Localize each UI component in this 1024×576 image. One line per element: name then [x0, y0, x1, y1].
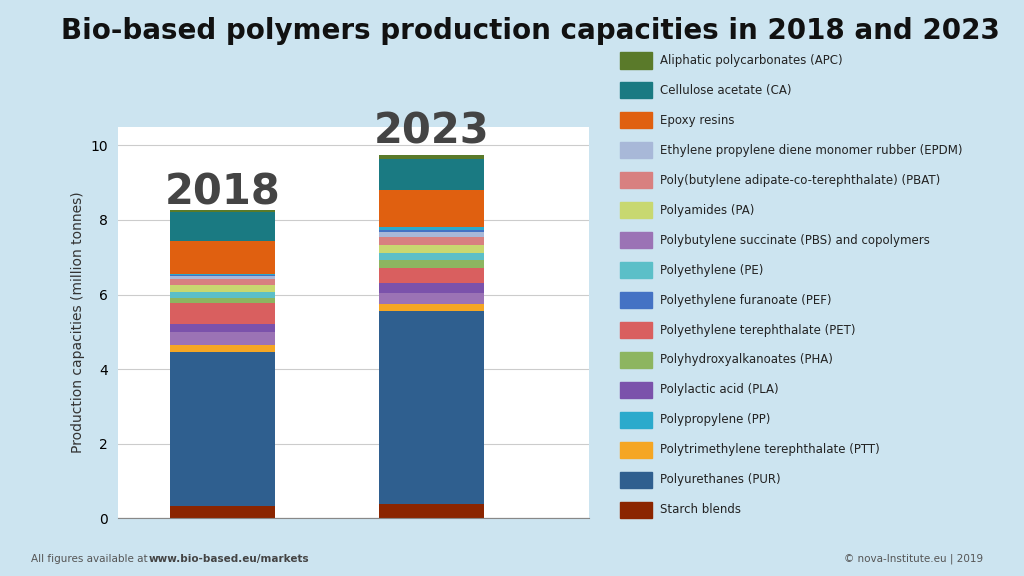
Bar [380, 190, 484, 227]
Bar [170, 291, 274, 298]
Bar [380, 504, 484, 518]
Text: www.bio-based.eu/markets: www.bio-based.eu/markets [148, 555, 309, 564]
Text: Polyethylene (PE): Polyethylene (PE) [660, 264, 764, 276]
Text: Starch blends: Starch blends [660, 503, 741, 516]
Bar [170, 303, 274, 324]
Bar [170, 345, 274, 352]
Bar [380, 268, 484, 283]
Text: Polylactic acid (PLA): Polylactic acid (PLA) [660, 384, 779, 396]
Bar [380, 237, 484, 245]
Y-axis label: Production capacities (million tonnes): Production capacities (million tonnes) [71, 192, 85, 453]
Bar [380, 293, 484, 304]
Bar [380, 304, 484, 311]
Bar [380, 245, 484, 253]
Text: All figures available at: All figures available at [31, 555, 151, 564]
Bar [170, 279, 274, 285]
Text: Polyamides (PA): Polyamides (PA) [660, 204, 755, 217]
Text: Polybutylene succinate (PBS) and copolymers: Polybutylene succinate (PBS) and copolym… [660, 234, 931, 247]
Bar [170, 506, 274, 518]
Text: Polyethylene terephthalate (PET): Polyethylene terephthalate (PET) [660, 324, 856, 336]
Text: Polyhydroxyalkanoates (PHA): Polyhydroxyalkanoates (PHA) [660, 354, 834, 366]
Text: Polyethylene furanoate (PEF): Polyethylene furanoate (PEF) [660, 294, 831, 306]
Text: Cellulose acetate (CA): Cellulose acetate (CA) [660, 84, 792, 97]
Text: Ethylene propylene diene monomer rubber (EPDM): Ethylene propylene diene monomer rubber … [660, 144, 963, 157]
Text: 2023: 2023 [374, 110, 489, 152]
Bar [170, 352, 274, 506]
Bar [380, 230, 484, 232]
Bar [380, 260, 484, 268]
Bar [170, 274, 274, 275]
Bar [170, 324, 274, 332]
Bar [380, 283, 484, 293]
Text: Poly(butylene adipate-co-terephthalate) (PBAT): Poly(butylene adipate-co-terephthalate) … [660, 174, 941, 187]
Text: Polyurethanes (PUR): Polyurethanes (PUR) [660, 473, 781, 486]
Bar [170, 285, 274, 291]
Text: Polypropylene (PP): Polypropylene (PP) [660, 414, 771, 426]
Bar [380, 155, 484, 159]
Bar [380, 227, 484, 230]
Bar [380, 253, 484, 260]
Text: Polytrimethylene terephthalate (PTT): Polytrimethylene terephthalate (PTT) [660, 444, 881, 456]
Bar [170, 332, 274, 345]
Text: 2018: 2018 [165, 172, 281, 214]
Bar [170, 210, 274, 212]
Bar [380, 311, 484, 504]
Bar [380, 159, 484, 190]
Text: © nova-Institute.eu | 2019: © nova-Institute.eu | 2019 [844, 554, 983, 564]
Bar [170, 275, 274, 279]
Text: Bio-based polymers production capacities in 2018 and 2023: Bio-based polymers production capacities… [61, 17, 1000, 46]
Text: Aliphatic polycarbonates (APC): Aliphatic polycarbonates (APC) [660, 54, 843, 67]
Text: Epoxy resins: Epoxy resins [660, 114, 735, 127]
Bar [380, 232, 484, 237]
Bar [170, 298, 274, 303]
Bar [170, 241, 274, 274]
Bar [170, 212, 274, 241]
